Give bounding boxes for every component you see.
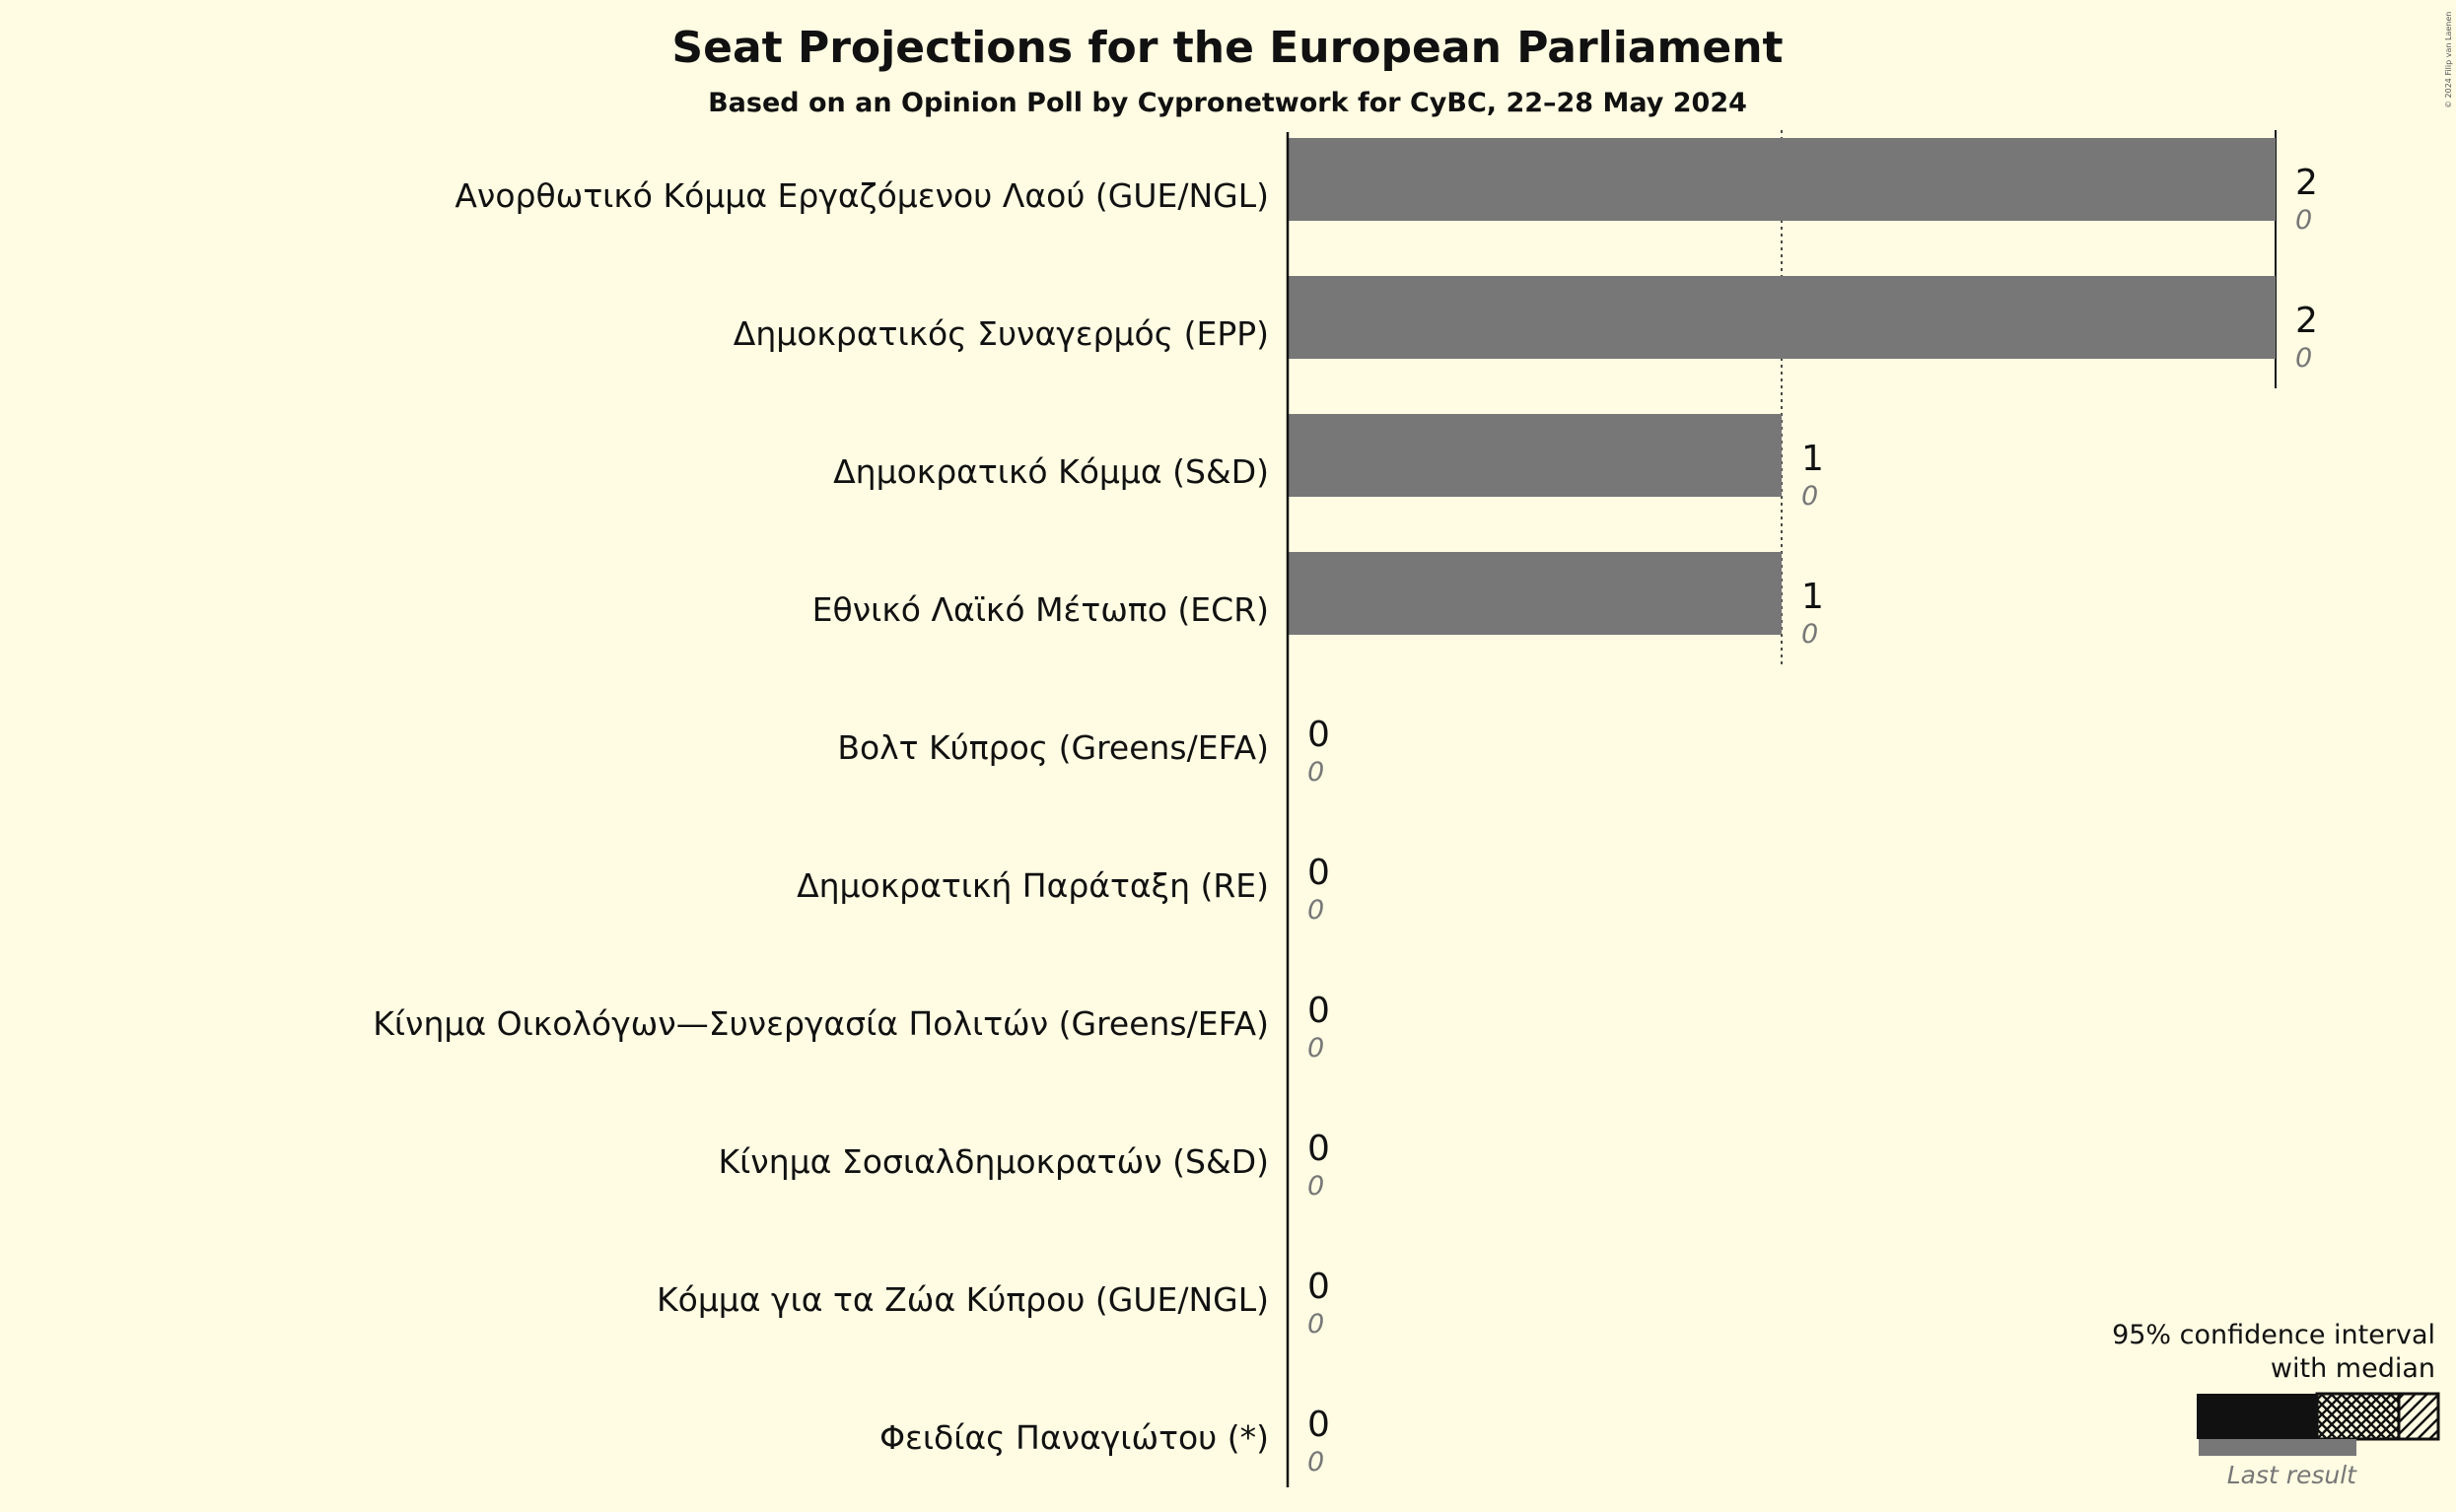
last-result-label-9: 0 [1307,1447,1324,1478]
median-label-1: 2 [2295,301,2318,341]
legend-title-line1: 95% confidence interval [2112,1320,2435,1350]
last-result-label-7: 0 [1307,1171,1324,1202]
party-label-9: Φειδίας Παναγιώτου (*) [879,1418,1269,1457]
last-result-label-3: 0 [1801,619,1818,650]
median-label-6: 0 [1307,991,1330,1031]
last-result-label-8: 0 [1307,1309,1324,1340]
median-label-3: 1 [1801,577,1824,617]
party-label-6: Κίνημα Οικολόγων—Συνεργασία Πολιτών (Gre… [373,1004,1269,1043]
party-label-8: Κόμμα για τα Ζώα Κύπρου (GUE/NGL) [657,1280,1269,1319]
legend-hatch-segment [2397,1392,2440,1441]
last-result-label-4: 0 [1307,757,1324,788]
median-label-0: 2 [2295,163,2318,203]
copyright-text: © 2024 Filip van Laenen [2444,12,2453,108]
chart-title: Seat Projections for the European Parlia… [671,23,1783,73]
bar-2 [1288,414,1782,497]
bar-3 [1288,552,1782,635]
last-result-label-6: 0 [1307,1033,1324,1064]
last-result-label-5: 0 [1307,895,1324,926]
median-label-4: 0 [1307,715,1330,755]
legend-title-line2: with median [2271,1353,2435,1384]
bars [1288,138,2276,635]
party-label-7: Κίνημα Σοσιαλδημοκρατών (S&D) [718,1142,1269,1181]
legend-last-result-bar [2199,1439,2356,1456]
last-result-label-2: 0 [1801,481,1818,512]
party-label-4: Βολτ Κύπρος (Greens/EFA) [837,728,1269,767]
chart-subtitle: Based on an Opinion Poll by Cypronetwork… [708,88,1747,118]
last-result-label-1: 0 [2295,343,2312,374]
median-label-2: 1 [1801,439,1824,479]
median-label-8: 0 [1307,1267,1330,1307]
party-label-5: Δημοκρατική Παράταξη (RE) [797,866,1269,905]
party-label-3: Εθνικό Λαϊκό Μέτωπο (ECR) [812,590,1269,629]
bar-1 [1288,276,2276,359]
median-label-5: 0 [1307,853,1330,893]
legend-solid-segment [2197,1394,2317,1439]
median-label-9: 0 [1307,1405,1330,1445]
party-label-2: Δημοκρατικό Κόμμα (S&D) [833,452,1269,491]
party-label-1: Δημοκρατικός Συναγερμός (EPP) [734,314,1269,353]
party-labels: Ανορθωτικό Κόμμα Εργαζόμενου Λαού (GUE/N… [373,163,2318,1478]
median-label-7: 0 [1307,1129,1330,1169]
bar-0 [1288,138,2276,221]
legend-crosshatch-segment [2315,1392,2401,1441]
last-result-label-0: 0 [2295,205,2312,236]
legend-last-result-label: Last result [2227,1461,2357,1489]
legend: 95% confidence interval with median Last… [2112,1320,2440,1489]
party-label-0: Ανορθωτικό Κόμμα Εργαζόμενου Λαού (GUE/N… [455,176,1269,215]
